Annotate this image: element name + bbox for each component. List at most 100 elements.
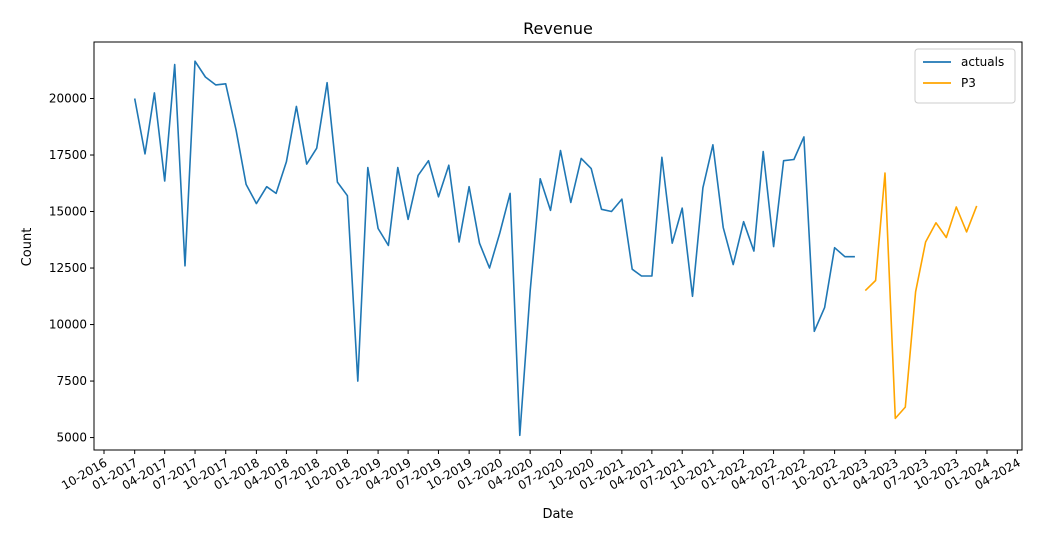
data-point-actuals <box>611 211 613 213</box>
x-axis-title: Date <box>542 507 573 522</box>
data-point-P3 <box>925 241 927 243</box>
data-point-actuals <box>844 256 846 258</box>
y-tick-label: 20000 <box>49 92 87 106</box>
data-point-actuals <box>702 187 704 189</box>
data-point-actuals <box>134 98 136 100</box>
data-point-actuals <box>762 151 764 153</box>
plot-frame <box>93 41 1023 451</box>
plot-area: 50007500100001250015000175002000010-2016… <box>49 41 1023 493</box>
data-point-actuals <box>438 196 440 198</box>
data-point-actuals <box>215 84 217 86</box>
data-point-actuals <box>337 181 339 183</box>
y-tick-label: 12500 <box>49 261 87 275</box>
data-point-actuals <box>154 92 156 94</box>
data-point-actuals <box>550 210 552 212</box>
data-point-actuals <box>275 193 277 195</box>
data-point-P3 <box>904 406 906 408</box>
data-point-actuals <box>428 160 430 162</box>
data-point-actuals <box>286 161 288 163</box>
data-point-actuals <box>205 76 207 78</box>
data-point-actuals <box>783 160 785 162</box>
data-point-actuals <box>519 435 521 437</box>
data-point-actuals <box>306 163 308 165</box>
chart-title: Revenue <box>523 19 593 38</box>
data-point-actuals <box>793 159 795 161</box>
data-point-P3 <box>946 237 948 239</box>
data-point-actuals <box>692 295 694 297</box>
data-point-actuals <box>194 60 196 62</box>
series-line-P3 <box>864 172 978 420</box>
data-point-actuals <box>326 82 328 84</box>
data-point-actuals <box>225 83 227 85</box>
data-point-P3 <box>894 418 896 420</box>
data-point-actuals <box>621 198 623 200</box>
y-tick-label: 10000 <box>49 318 87 332</box>
y-tick-label: 15000 <box>49 205 87 219</box>
data-point-actuals <box>489 267 491 269</box>
data-point-actuals <box>509 193 511 195</box>
data-point-actuals <box>651 275 653 277</box>
data-point-actuals <box>296 106 298 108</box>
data-point-actuals <box>753 250 755 252</box>
data-point-P3 <box>956 206 958 208</box>
data-point-P3 <box>915 291 917 293</box>
data-point-actuals <box>570 202 572 204</box>
data-point-actuals <box>468 186 470 188</box>
data-point-actuals <box>529 290 531 292</box>
data-point-actuals <box>388 245 390 247</box>
data-point-actuals <box>661 156 663 158</box>
data-point-actuals <box>235 129 237 131</box>
data-point-actuals <box>732 264 734 266</box>
data-point-actuals <box>681 207 683 209</box>
data-point-actuals <box>458 241 460 243</box>
data-point-P3 <box>884 172 886 174</box>
data-point-actuals <box>377 228 379 230</box>
data-point-actuals <box>601 208 603 210</box>
data-point-actuals <box>184 265 186 267</box>
data-point-actuals <box>773 246 775 248</box>
data-point-actuals <box>144 153 146 155</box>
data-point-actuals <box>803 136 805 138</box>
data-point-actuals <box>590 168 592 170</box>
data-point-P3 <box>864 290 866 292</box>
data-point-actuals <box>479 242 481 244</box>
data-point-actuals <box>417 175 419 177</box>
data-point-actuals <box>448 164 450 166</box>
data-point-actuals <box>854 256 856 258</box>
data-point-actuals <box>407 219 409 221</box>
legend: actuals P3 <box>914 48 1016 104</box>
data-point-actuals <box>641 275 643 277</box>
data-point-P3 <box>935 222 937 224</box>
data-point-actuals <box>580 158 582 160</box>
data-point-P3 <box>875 280 877 282</box>
y-tick-label: 5000 <box>56 431 87 445</box>
data-point-actuals <box>813 331 815 333</box>
data-point-actuals <box>266 186 268 188</box>
data-point-actuals <box>834 247 836 249</box>
data-point-actuals <box>631 268 633 270</box>
y-tick-label: 17500 <box>49 148 87 162</box>
data-point-actuals <box>347 195 349 197</box>
legend-label-actuals: actuals <box>961 55 1004 69</box>
data-point-P3 <box>966 231 968 233</box>
data-point-actuals <box>316 147 318 149</box>
data-point-actuals <box>357 380 359 382</box>
data-point-actuals <box>743 221 745 223</box>
data-point-actuals <box>722 227 724 229</box>
y-axis-title: Count <box>20 228 35 267</box>
data-point-actuals <box>256 203 258 205</box>
data-point-actuals <box>499 232 501 234</box>
series-line-actuals <box>133 60 855 437</box>
data-point-actuals <box>174 64 176 66</box>
data-point-actuals <box>671 242 673 244</box>
data-point-P3 <box>976 205 978 207</box>
data-point-actuals <box>245 184 247 186</box>
data-point-actuals <box>560 150 562 152</box>
data-point-actuals <box>824 307 826 309</box>
y-tick-label: 7500 <box>56 374 87 388</box>
data-point-actuals <box>164 180 166 182</box>
data-point-actuals <box>712 144 714 146</box>
data-point-actuals <box>397 167 399 169</box>
data-point-actuals <box>367 167 369 169</box>
